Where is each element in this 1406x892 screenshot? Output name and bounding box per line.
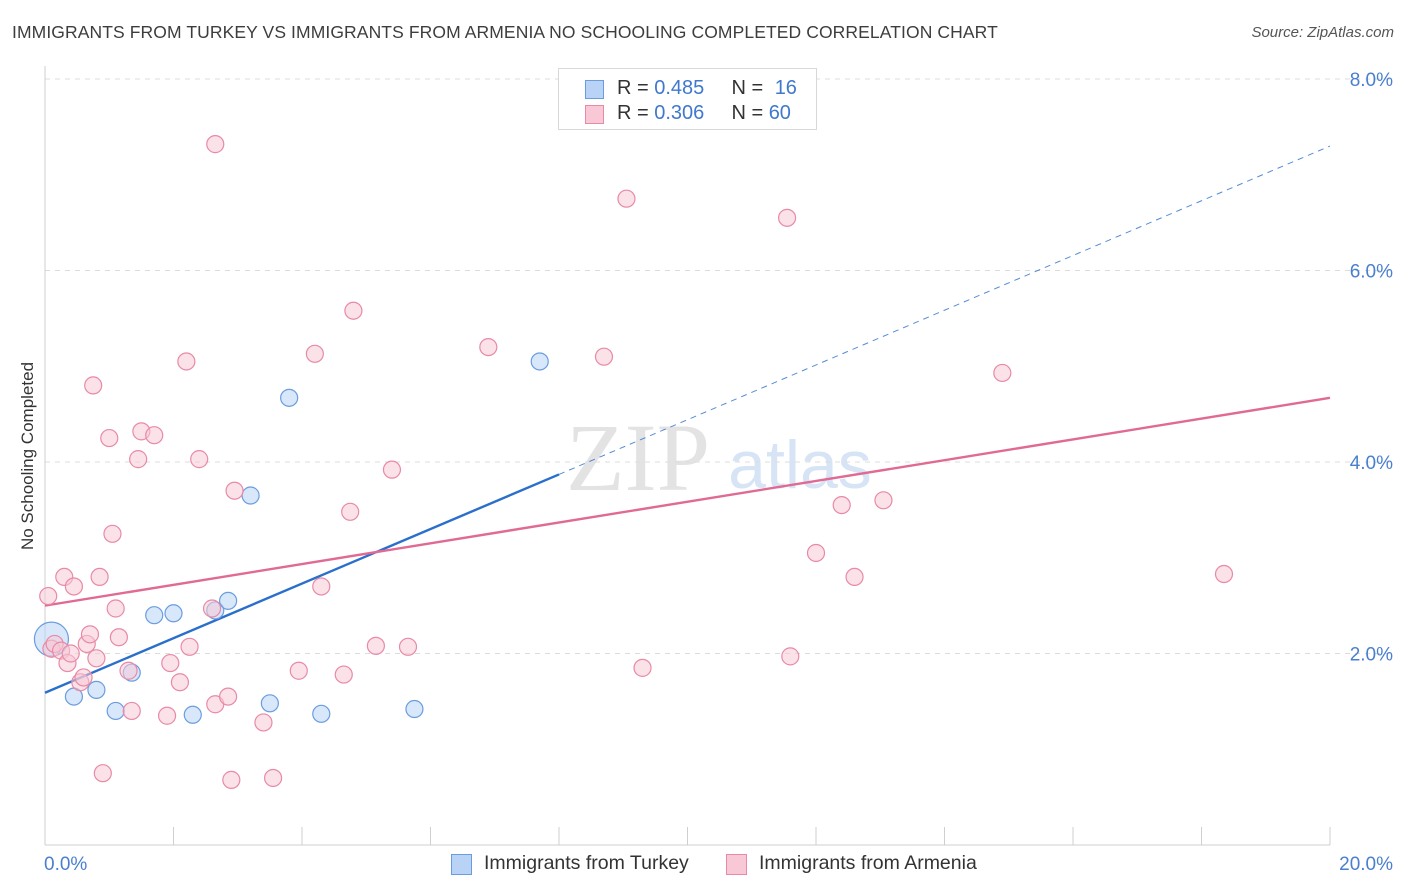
point-armenia: [289, 661, 308, 680]
x-tick-labels: 0.0% 20.0%: [44, 854, 1393, 875]
point-armenia: [344, 301, 363, 320]
point-armenia: [93, 764, 112, 783]
point-armenia: [190, 450, 209, 469]
point-armenia: [122, 701, 141, 721]
trend-line-armenia: [44, 396, 1331, 607]
data-points: [33, 135, 1234, 789]
y-tick-labels: 2.0% 4.0% 6.0% 8.0%: [1350, 70, 1393, 666]
point-armenia: [90, 567, 109, 587]
y-tick-label: 4.0%: [1350, 453, 1393, 474]
point-turkey: [106, 701, 125, 721]
point-armenia: [832, 495, 851, 515]
point-armenia: [206, 135, 225, 154]
series-swatch-armenia: [726, 854, 747, 875]
point-armenia: [109, 628, 128, 647]
legend-r-label: R =: [617, 77, 655, 99]
point-armenia: [129, 450, 148, 469]
y-tick-label: 6.0%: [1350, 262, 1393, 283]
point-armenia: [161, 653, 180, 673]
watermark: ZIP atlas: [566, 404, 872, 511]
point-armenia: [103, 524, 122, 543]
point-turkey: [312, 704, 331, 723]
point-armenia: [366, 636, 385, 655]
watermark-zip: ZIP: [566, 404, 710, 511]
legend-swatch-armenia: [585, 105, 604, 124]
series-label-armenia: Immigrants from Armenia: [759, 852, 977, 874]
point-armenia: [106, 599, 125, 618]
point-turkey: [183, 705, 202, 724]
point-turkey: [87, 680, 106, 699]
trend-lines: [44, 145, 1331, 694]
point-armenia: [222, 770, 241, 789]
legend-n-label: N =: [731, 102, 769, 124]
trend-line-turkey: [44, 473, 560, 694]
point-armenia: [334, 665, 353, 684]
point-armenia: [202, 599, 222, 618]
point-armenia: [1214, 564, 1234, 584]
legend-r-value: 0.306: [654, 102, 705, 124]
point-armenia: [993, 363, 1012, 383]
point-armenia: [157, 706, 177, 725]
series-swatch-turkey: [451, 854, 472, 875]
point-armenia: [180, 637, 199, 656]
legend-n-value: 16: [774, 77, 797, 99]
point-armenia: [39, 586, 58, 606]
point-armenia: [87, 649, 106, 668]
legend-n-label: N =: [731, 77, 769, 99]
point-turkey: [241, 486, 260, 505]
axes: [44, 66, 1331, 846]
point-armenia: [225, 481, 244, 500]
point-turkey: [280, 388, 299, 407]
point-armenia: [263, 768, 283, 788]
chart-title: IMMIGRANTS FROM TURKEY VS IMMIGRANTS FRO…: [12, 22, 998, 42]
point-armenia: [781, 647, 800, 666]
legend-r-value: 0.485: [654, 77, 705, 99]
point-turkey: [530, 352, 549, 371]
point-armenia: [341, 502, 360, 521]
point-armenia: [617, 189, 636, 208]
point-armenia: [633, 658, 652, 677]
y-tick-label: 8.0%: [1350, 70, 1393, 91]
source-label: Source: ZipAtlas.com: [1251, 24, 1394, 41]
point-armenia: [74, 668, 93, 687]
point-armenia: [312, 577, 331, 596]
point-armenia: [145, 426, 164, 445]
point-armenia: [254, 713, 273, 732]
legend-swatch-turkey: [585, 80, 604, 99]
point-armenia: [84, 376, 103, 395]
point-armenia: [170, 673, 190, 692]
point-armenia: [100, 428, 119, 448]
y-tick-label: 2.0%: [1350, 645, 1393, 666]
point-armenia: [177, 352, 196, 371]
legend-r-label: R =: [617, 102, 655, 124]
correlation-legend: R = 0.485 N = 16 R = 0.306 N = 60: [558, 68, 817, 130]
point-armenia: [777, 208, 797, 227]
point-armenia: [219, 687, 238, 706]
point-armenia: [80, 625, 100, 644]
series-legend: Immigrants from Turkey Immigrants from A…: [0, 852, 1406, 878]
point-armenia: [382, 460, 402, 479]
point-turkey: [405, 699, 424, 719]
point-armenia: [806, 543, 826, 563]
point-turkey: [260, 694, 279, 713]
point-turkey: [219, 591, 238, 610]
point-armenia: [305, 344, 324, 363]
point-armenia: [119, 661, 138, 680]
point-armenia: [64, 577, 84, 596]
trend-line-turkey-extension: [558, 145, 1331, 475]
legend-n-value: 60: [768, 102, 791, 124]
point-turkey: [164, 604, 183, 623]
point-armenia: [594, 347, 614, 366]
series-label-turkey: Immigrants from Turkey: [484, 852, 689, 874]
point-turkey: [145, 606, 164, 625]
point-armenia: [479, 338, 498, 357]
x-tick-label: 0.0%: [44, 854, 87, 875]
point-armenia: [61, 644, 80, 663]
point-armenia: [874, 491, 893, 510]
point-armenia: [398, 637, 418, 656]
x-tick-label: 20.0%: [1339, 854, 1393, 875]
point-armenia: [845, 567, 864, 587]
gridlines: [45, 78, 1392, 654]
